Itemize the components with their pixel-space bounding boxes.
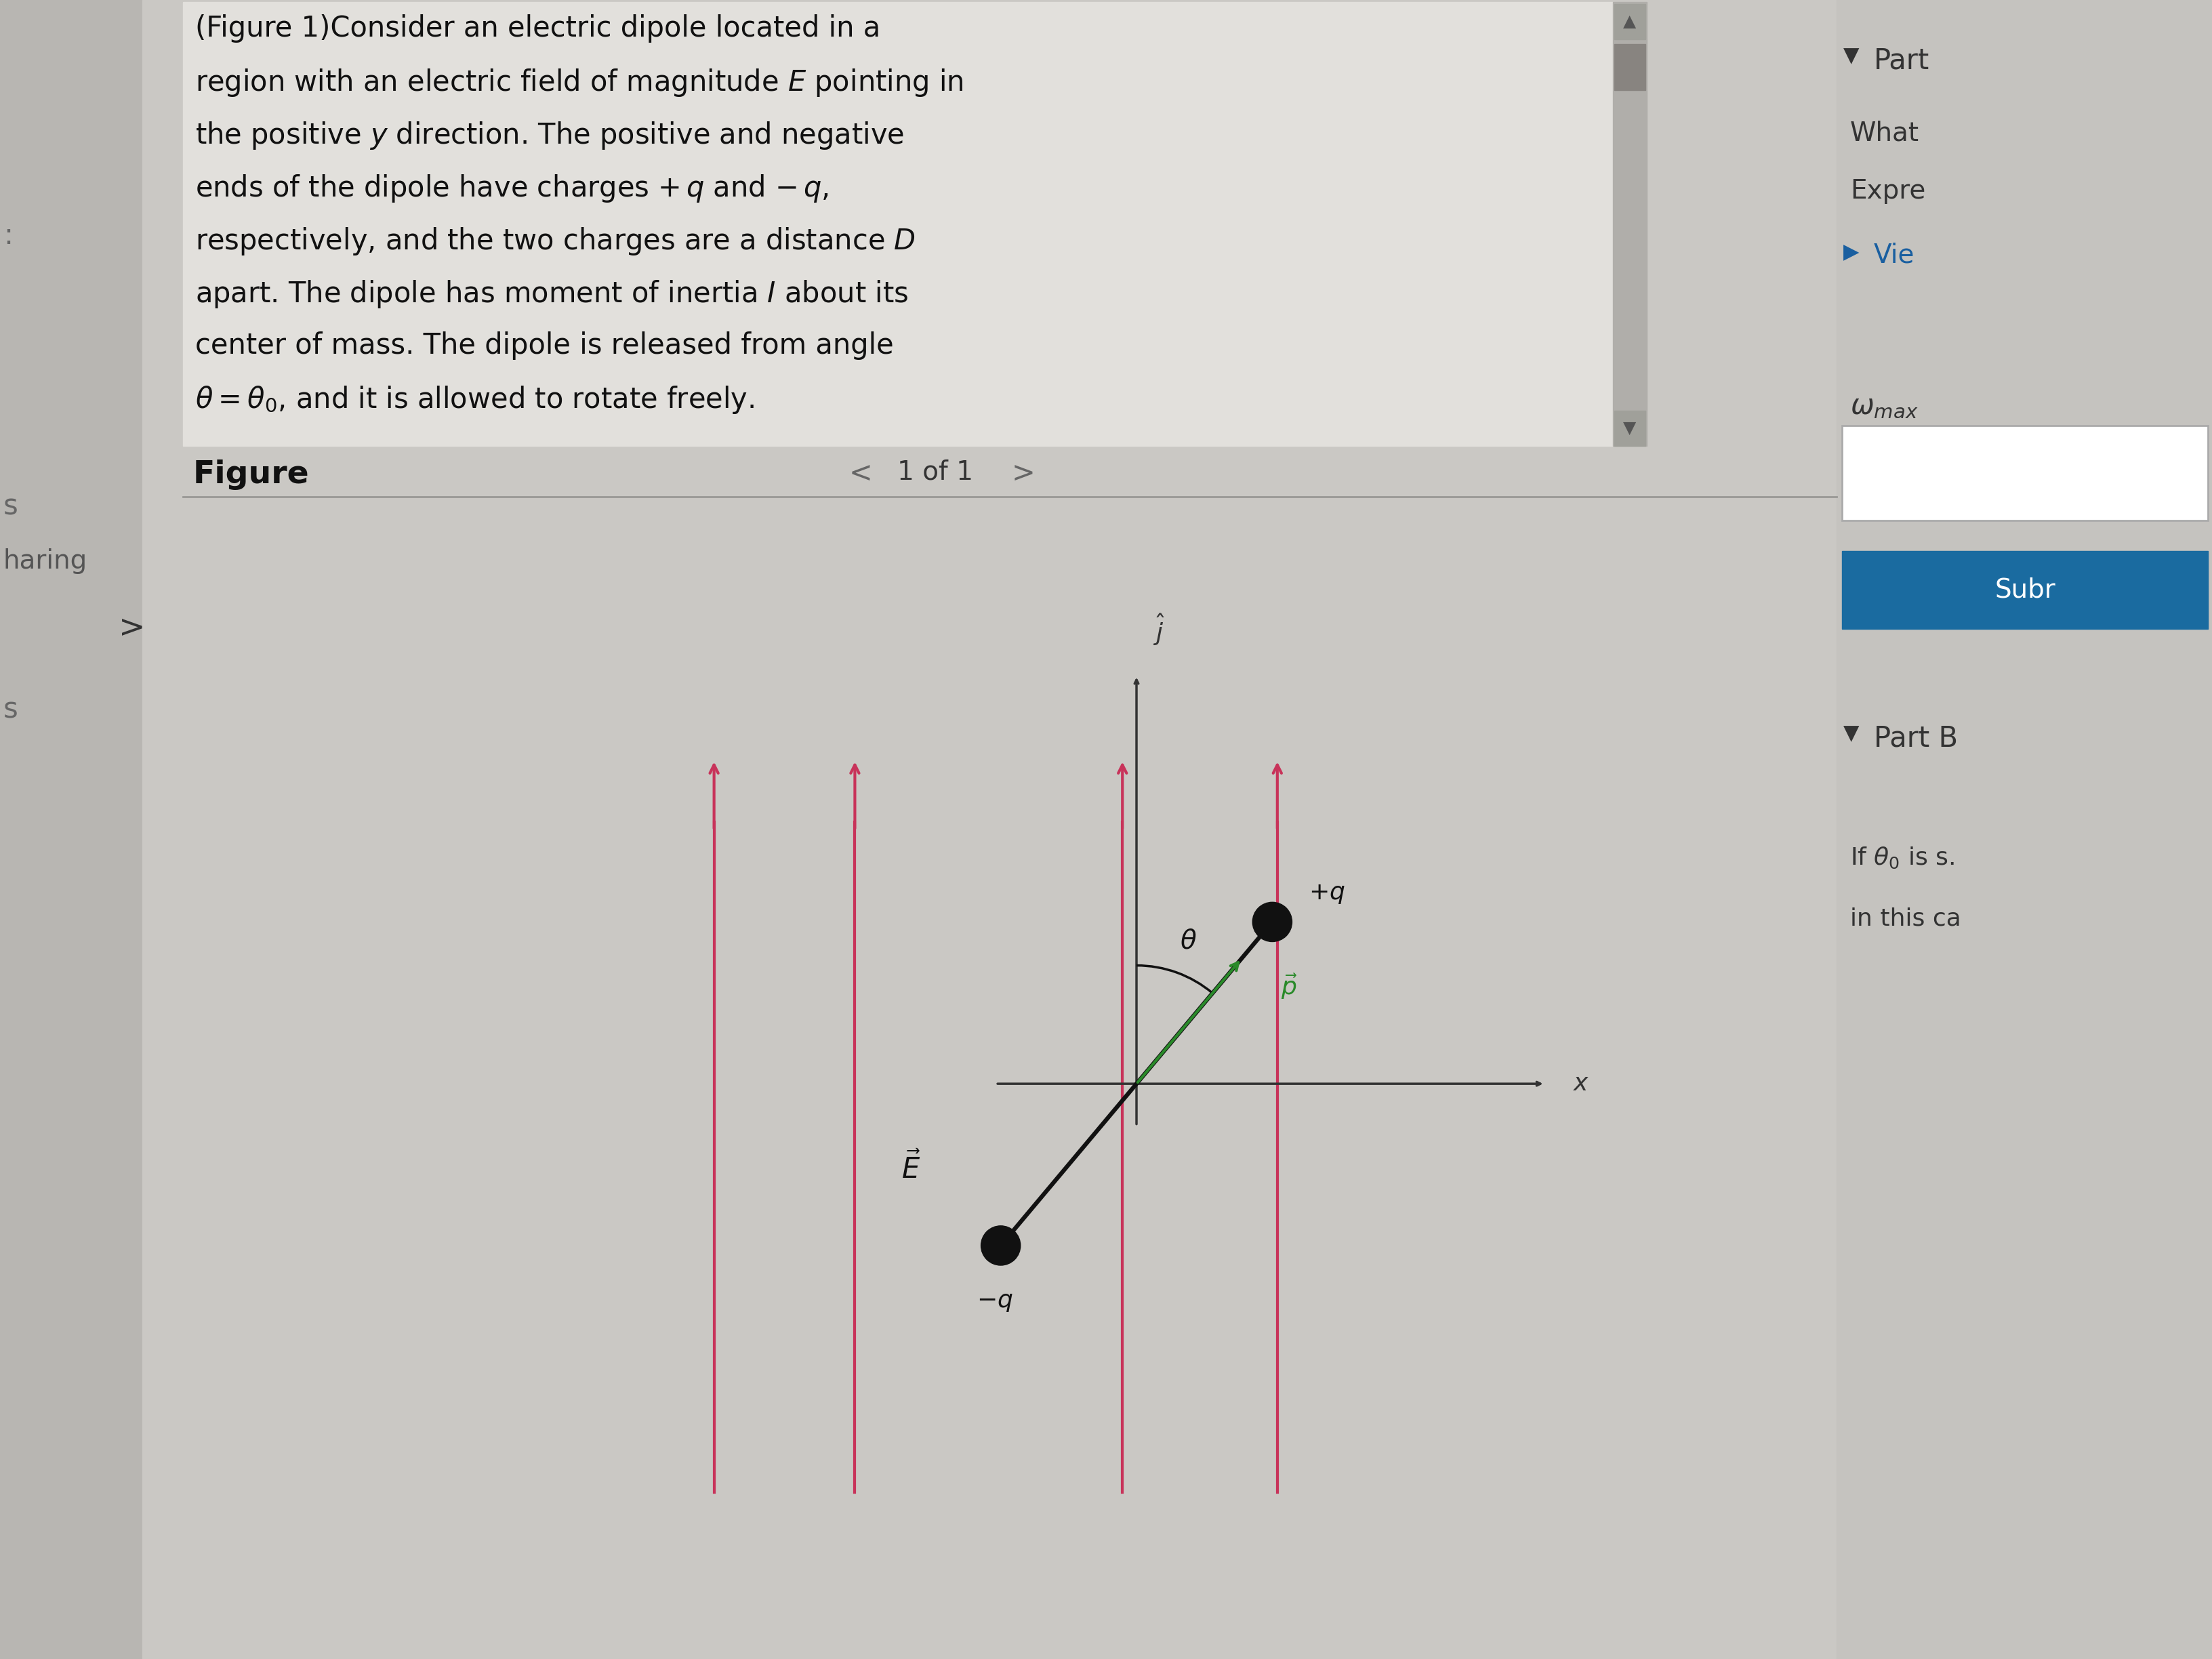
- Text: $-q$: $-q$: [978, 1291, 1013, 1314]
- Text: $x$: $x$: [1573, 1072, 1590, 1095]
- Text: Expre: Expre: [1849, 178, 1927, 204]
- Text: Figure: Figure: [192, 460, 310, 489]
- Text: If $\theta_0$ is s.: If $\theta_0$ is s.: [1849, 846, 1955, 871]
- Bar: [0, 0, 142, 1659]
- Bar: [1613, 2, 1646, 446]
- Bar: [1615, 411, 1646, 446]
- Text: >: >: [119, 614, 146, 644]
- Text: $\theta = \theta_0$, and it is allowed to rotate freely.: $\theta = \theta_0$, and it is allowed t…: [195, 385, 754, 415]
- Bar: [1836, 0, 2212, 1659]
- Text: (Figure 1)Consider an electric dipole located in a: (Figure 1)Consider an electric dipole lo…: [195, 15, 880, 43]
- Text: :: :: [4, 222, 13, 251]
- Text: 1 of 1: 1 of 1: [898, 460, 973, 484]
- Text: haring: haring: [4, 547, 88, 574]
- Circle shape: [1252, 902, 1292, 942]
- Text: ▲: ▲: [1624, 13, 1637, 30]
- Text: s: s: [4, 493, 18, 521]
- Text: What: What: [1849, 121, 1920, 146]
- Text: ▼: ▼: [1843, 723, 1860, 743]
- Text: Vie: Vie: [1874, 242, 1916, 269]
- Text: center of mass. The dipole is released from angle: center of mass. The dipole is released f…: [195, 332, 894, 360]
- Bar: [1843, 551, 2208, 629]
- Text: in this ca: in this ca: [1849, 907, 1962, 929]
- Bar: [184, 2, 1613, 446]
- Text: $+q$: $+q$: [1310, 883, 1345, 906]
- Bar: [1843, 426, 2208, 521]
- Text: Subr: Subr: [1995, 577, 2055, 602]
- Text: apart. The dipole has moment of inertia $\mathit{I}$ about its: apart. The dipole has moment of inertia …: [195, 279, 909, 310]
- Text: $\vec{p}$: $\vec{p}$: [1281, 972, 1298, 1002]
- Text: <: <: [849, 460, 872, 488]
- Text: respectively, and the two charges are a distance $\mathit{D}$: respectively, and the two charges are a …: [195, 226, 916, 257]
- Text: Part B: Part B: [1874, 723, 1958, 752]
- Text: ▶: ▶: [1843, 242, 1860, 262]
- Text: $\hat{j}$: $\hat{j}$: [1152, 612, 1166, 647]
- Text: s: s: [4, 697, 18, 725]
- Bar: [142, 0, 1836, 1659]
- Circle shape: [980, 1226, 1020, 1266]
- Text: $\vec{E}$: $\vec{E}$: [902, 1151, 920, 1185]
- Text: $\omega_{max}$: $\omega_{max}$: [1849, 392, 1918, 420]
- Text: ▼: ▼: [1624, 420, 1637, 436]
- Text: Part: Part: [1874, 46, 1929, 75]
- Text: >: >: [1011, 460, 1035, 488]
- Bar: [1615, 45, 1646, 90]
- Text: ▼: ▼: [1843, 46, 1860, 66]
- Text: $\theta$: $\theta$: [1179, 927, 1197, 954]
- Bar: [1615, 3, 1646, 40]
- Text: the positive $y$ direction. The positive and negative: the positive $y$ direction. The positive…: [195, 119, 905, 151]
- Text: region with an electric field of magnitude $\mathit{E}$ pointing in: region with an electric field of magnitu…: [195, 66, 964, 98]
- Text: ends of the dipole have charges $+\,q$ and $-\,q$,: ends of the dipole have charges $+\,q$ a…: [195, 173, 830, 204]
- Bar: [1843, 426, 2208, 521]
